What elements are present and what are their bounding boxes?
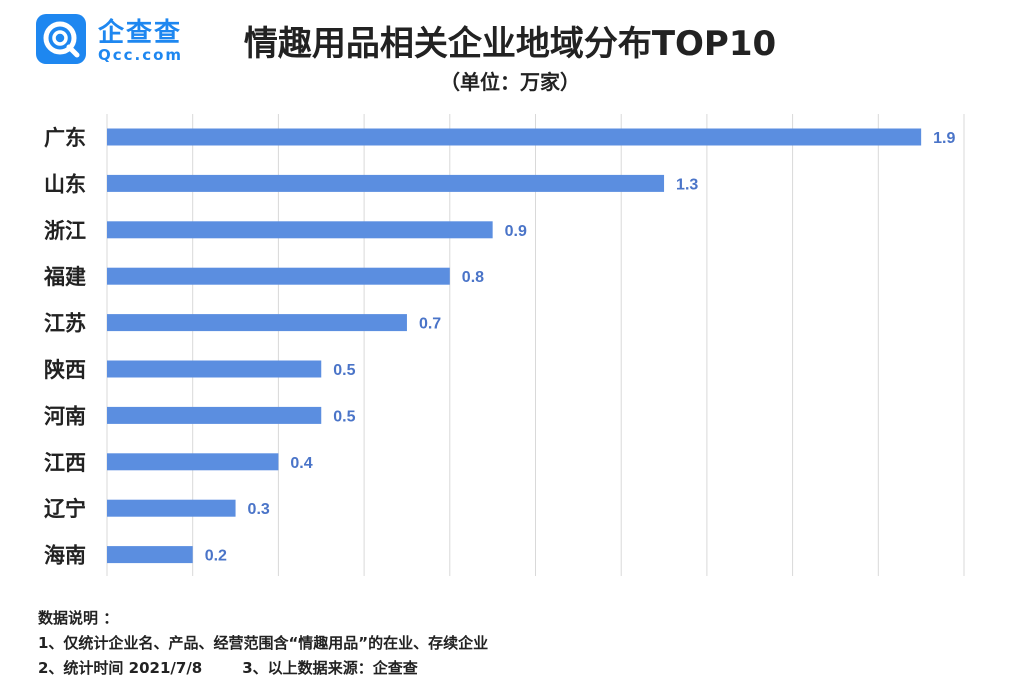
bar-8	[107, 499, 236, 517]
category-label: 陕西	[44, 358, 86, 382]
bar-5	[107, 360, 322, 378]
value-labels: 1.9 1.3 0.9 0.8 0.7 0.5 0.5 0.4 0.3 0.2	[205, 130, 956, 565]
category-label: 江西	[44, 451, 86, 475]
bar-9	[107, 546, 193, 564]
chart-subtitle: （单位：万家）	[440, 70, 580, 94]
notes-line-2: 2、统计时间 2021/7/8 3、以上数据来源：企查查	[38, 656, 488, 681]
category-label: 福建	[43, 265, 86, 289]
value-label: 0.4	[290, 455, 312, 472]
category-label: 海南	[44, 544, 86, 568]
category-label: 江苏	[44, 312, 86, 336]
bar-3	[107, 267, 450, 285]
value-label: 1.9	[933, 130, 955, 147]
data-notes: 数据说明 ： 1、仅统计企业名、产品、经营范围含“情趣用品”的在业、存续企业 2…	[38, 606, 488, 681]
category-label: 浙江	[44, 219, 86, 243]
category-label: 河南	[44, 404, 86, 428]
value-label: 0.5	[333, 362, 355, 379]
value-label: 0.2	[205, 548, 227, 565]
notes-line-1: 1、仅统计企业名、产品、经营范围含“情趣用品”的在业、存续企业	[38, 634, 489, 652]
notes-heading: 数据说明 ：	[38, 609, 119, 627]
chart-bars	[107, 128, 922, 564]
value-label: 1.3	[676, 176, 698, 193]
notes-line-2-date: 2、统计时间 2021/7/8	[38, 659, 203, 677]
value-label: 0.7	[419, 316, 441, 333]
bar-6	[107, 406, 322, 424]
value-label: 0.8	[462, 269, 484, 286]
qcc-logo-icon	[36, 14, 86, 64]
logo-text-cn: 企查查	[98, 18, 183, 48]
qcc-logo: 企查查 Qcc.com	[36, 12, 196, 70]
logo-text-en: Qcc.com	[98, 46, 184, 64]
category-label: 辽宁	[44, 497, 86, 521]
bar-4	[107, 314, 407, 332]
category-label: 广东	[44, 126, 86, 150]
value-label: 0.3	[248, 501, 270, 518]
notes-line-2-source: 3、以上数据来源：企查查	[242, 659, 418, 677]
bar-1	[107, 174, 665, 192]
category-label: 山东	[44, 172, 86, 196]
bar-7	[107, 453, 279, 471]
bar-0	[107, 128, 922, 146]
chart-title: 情趣用品相关企业地域分布TOP10	[243, 24, 777, 64]
bar-2	[107, 221, 493, 239]
value-label: 0.9	[505, 223, 527, 240]
value-label: 0.5	[333, 408, 355, 425]
